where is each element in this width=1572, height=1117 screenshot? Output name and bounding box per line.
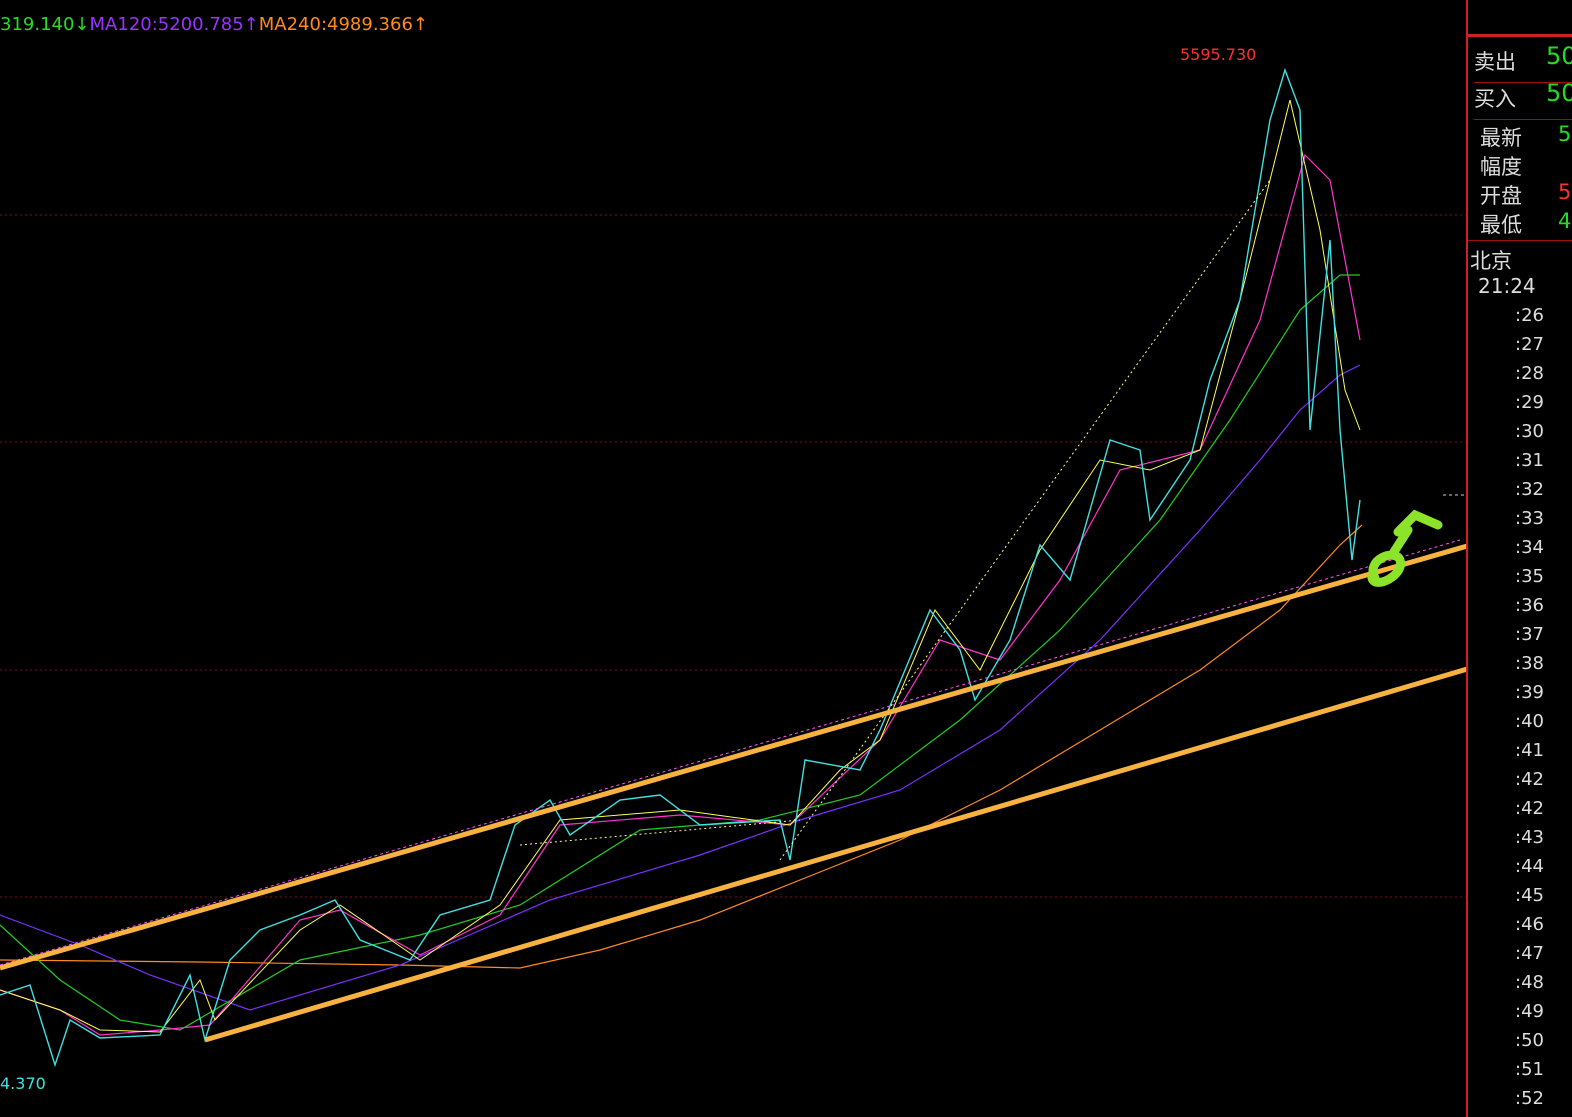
time-tick: :47 — [1515, 943, 1544, 964]
time-tick: :44 — [1515, 856, 1544, 877]
stat-row: 最低 4 — [1480, 209, 1571, 239]
chart-canvas — [0, 67, 1466, 1068]
trend-dots — [519, 179, 1271, 861]
time-tick: :41 — [1515, 740, 1544, 761]
grid — [0, 214, 1466, 898]
hand-drawn-arrow — [1367, 509, 1443, 587]
drawn-arrows — [0, 543, 1466, 1043]
time: 21:24 — [1478, 274, 1536, 298]
time-tick: :48 — [1515, 972, 1544, 993]
side-panel: 卖出 50 买入 50 最新 5 幅度开盘 5 最低 4 北京 21:24 :26 :27 :28 :29 :3… — [1466, 0, 1572, 1117]
ma-label: MA240:4989.366↑ — [258, 14, 428, 35]
low-label: 4.370 — [0, 1074, 46, 1093]
time-tick: :46 — [1515, 914, 1544, 935]
time-tick: :45 — [1515, 885, 1544, 906]
arrow-line — [204, 666, 1466, 1043]
quote-row: 卖出 50 — [1474, 42, 1572, 83]
stat-value: 5 — [1558, 122, 1572, 146]
time-tick: :31 — [1515, 450, 1544, 471]
price — [0, 67, 1361, 1068]
stat-label: 最低 — [1480, 213, 1522, 237]
time-tick: :39 — [1515, 682, 1544, 703]
ma20 — [0, 153, 1361, 1036]
ma5 — [0, 99, 1361, 1033]
stat-label: 开盘 — [1480, 184, 1522, 208]
stat-row: 最新 5 — [1480, 122, 1571, 152]
quote-label: 买入 — [1474, 87, 1516, 111]
stat-value: 4 — [1558, 209, 1572, 233]
time-tick: :29 — [1515, 392, 1544, 413]
time-tick: :43 — [1515, 827, 1544, 848]
time-tick: :35 — [1515, 566, 1544, 587]
time-tick: :38 — [1515, 653, 1544, 674]
time-tick: :32 — [1515, 479, 1544, 500]
time-tick: :49 — [1515, 1001, 1544, 1022]
time-tick: :51 — [1515, 1059, 1544, 1080]
time-tick: :42 — [1515, 769, 1544, 790]
arrow-line — [0, 543, 1466, 971]
ma240 — [0, 524, 1363, 969]
time-tick: :40 — [1515, 711, 1544, 732]
time-tick: :28 — [1515, 363, 1544, 384]
time-tick: :37 — [1515, 624, 1544, 645]
ma120 — [0, 364, 1361, 1011]
stat-value: 5 — [1558, 180, 1572, 204]
time-tick: :50 — [1515, 1030, 1544, 1051]
channel-line — [0, 539, 1461, 966]
stat-row: 开盘 5 — [1480, 180, 1571, 210]
dotted-line — [519, 819, 801, 846]
time-tick: :34 — [1515, 537, 1544, 558]
time-tick: :27 — [1515, 334, 1544, 355]
ma-legend: 319.140↓MA120:5200.785↑MA240:4989.366↑ — [0, 14, 428, 35]
stat-label: 幅度 — [1480, 155, 1522, 179]
dotted-line — [779, 179, 1271, 861]
ma-label: MA120:5200.785↑ — [89, 14, 259, 35]
city: 北京 — [1470, 249, 1512, 273]
time-tick: :52 — [1515, 1088, 1544, 1109]
quote-value: 50 — [1546, 42, 1572, 70]
time-tick: :26 — [1515, 305, 1544, 326]
time-tick: :33 — [1515, 508, 1544, 529]
quote-value: 50 — [1546, 79, 1572, 107]
time-tick: :36 — [1515, 595, 1544, 616]
stat-label: 最新 — [1480, 126, 1522, 150]
time-tick: :30 — [1515, 421, 1544, 442]
time-tick: :42 — [1515, 798, 1544, 819]
ma-label: 319.140↓ — [0, 14, 90, 35]
panel-top-border — [1468, 34, 1572, 37]
separator — [1468, 240, 1572, 241]
ma60 — [0, 274, 1360, 1031]
stat-row: 幅度 — [1480, 151, 1522, 181]
quote-row: 买入 50 — [1474, 79, 1572, 120]
high-label: 5595.730 — [1180, 45, 1257, 64]
quote-label: 卖出 — [1474, 50, 1516, 74]
